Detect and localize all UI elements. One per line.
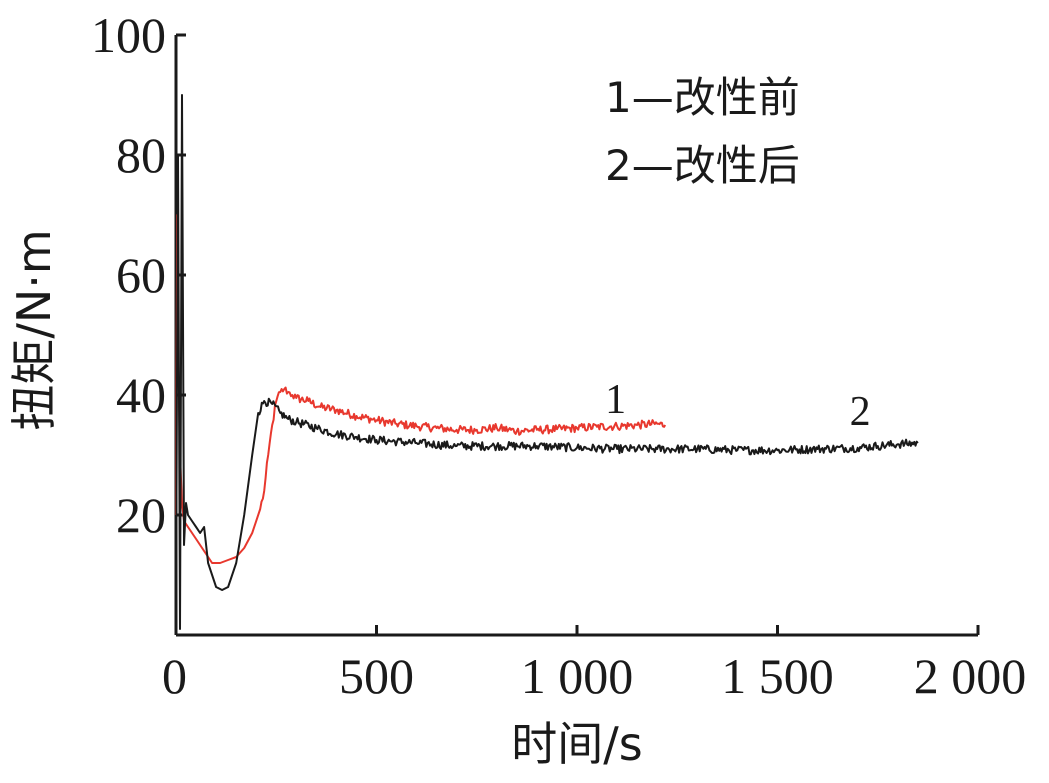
x-axis-ticks: 0 500 1 000 1 500 2 000 [162,625,1026,704]
legend: 1—改性前 2—改性后 [605,73,800,190]
y-tick-label: 100 [91,7,166,63]
y-tick-label: 80 [116,127,166,183]
x-tick-label: 2 000 [914,648,1027,704]
series-label-1: 1 [605,377,626,423]
x-tick-label: 1 500 [721,648,834,704]
y-tick-label: 40 [116,367,166,423]
series-line-1 [175,214,667,564]
x-tick-label: 500 [339,648,414,704]
legend-entry-2: 2—改性后 [605,141,800,190]
legend-entry-1: 1—改性前 [605,73,800,122]
x-tick-label: 1 000 [521,648,634,704]
series-line-2 [175,94,919,630]
x-axis-title: 时间/s [511,717,642,771]
series-label-2: 2 [850,389,871,435]
y-axis-title: 扭矩/N·m [7,229,61,430]
y-tick-label: 20 [116,487,166,543]
y-axis-ticks: 20 40 60 80 100 [91,7,186,543]
x-tick-label: 0 [162,648,187,704]
y-tick-label: 60 [116,247,166,303]
